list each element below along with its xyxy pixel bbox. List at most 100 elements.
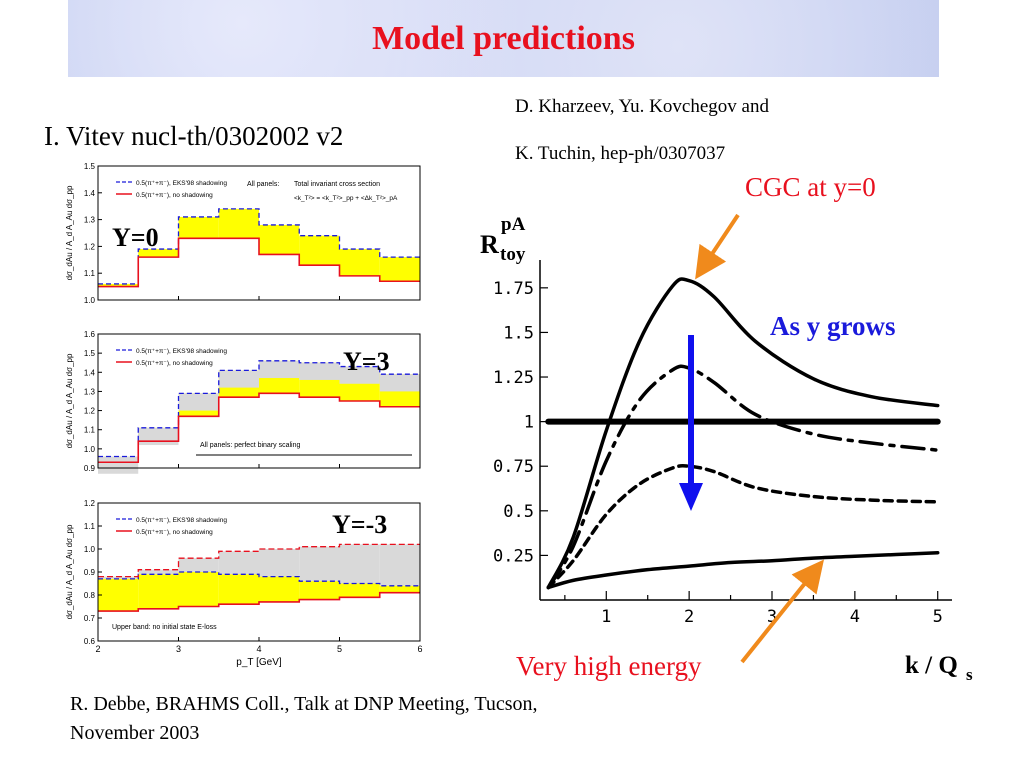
panel-annotation: All panels: perfect binary scaling bbox=[200, 442, 300, 449]
legend-label-no-shadowing: 0.5(π⁺+π⁻), no shadowing bbox=[136, 529, 213, 536]
y-tick-label: 1.0 bbox=[84, 545, 96, 554]
title-banner: Model predictions bbox=[68, 0, 939, 77]
band-bin bbox=[178, 216, 219, 239]
gray-band-bin bbox=[259, 360, 300, 379]
x-tick-label: 5 bbox=[933, 607, 943, 627]
gray-band-bin bbox=[178, 558, 219, 572]
band-bin bbox=[299, 581, 340, 600]
y-tick-label: 1.6 bbox=[84, 330, 96, 339]
chart-panel-middle: 0.9 1.0 1.1 1.2 1.3 1.4 1.5 1.6 dσ_dAu / A_d A_A… bbox=[65, 330, 421, 474]
band-bin bbox=[178, 572, 219, 607]
y-tick-label: 1.0 bbox=[84, 296, 96, 305]
gray-band-bin bbox=[218, 370, 259, 388]
y-tick-label: 1.4 bbox=[84, 189, 96, 198]
band-bin bbox=[138, 574, 179, 609]
panel-y-label: Y=3 bbox=[343, 347, 390, 376]
x-tick-label: 3 bbox=[767, 607, 777, 627]
series-eks98-line bbox=[98, 360, 420, 458]
series-eks98-line bbox=[98, 208, 420, 285]
gray-band-bin bbox=[138, 427, 179, 446]
series-no-shadowing-line bbox=[98, 237, 420, 288]
legend-label-eks98: 0.5(π⁺+π⁻), EKS'98 shadowing bbox=[136, 517, 227, 524]
right-reference-line1: D. Kharzeev, Yu. Kovchegov and bbox=[515, 96, 769, 117]
y-tick-label: 1.5 bbox=[503, 323, 534, 343]
y-tick-label: 1.0 bbox=[84, 445, 96, 454]
x-axis-label: p_T [GeV] bbox=[236, 657, 282, 668]
y-tick-label: 0.75 bbox=[493, 457, 534, 477]
y-tick-label: 1.25 bbox=[493, 368, 534, 388]
x-tick-label: 1 bbox=[601, 607, 611, 627]
y-axis-label: dσ_dAu / A_d A_Au dσ_pp bbox=[65, 524, 74, 619]
y-tick-label: 1.1 bbox=[84, 426, 96, 435]
band-bin bbox=[379, 585, 420, 593]
x-tick-label: 4 bbox=[256, 644, 261, 654]
gray-band-bin bbox=[339, 366, 380, 384]
band-bin bbox=[98, 283, 139, 287]
y-tick-label: 1.75 bbox=[493, 279, 534, 299]
chart-kkt-rpa: 0.25 0.5 0.75 1 1.25 1.5 1.75 1 2 3 4 5 RpA toy k / Q s bbox=[480, 213, 973, 684]
panel-annotation: <k_T²> = <k_T²>_pp + <Δk_T²>_pA bbox=[294, 195, 398, 202]
y-tick-label: 1.2 bbox=[84, 242, 96, 251]
footer-line1: R. Debbe, BRAHMS Coll., Talk at DNP Meet… bbox=[70, 693, 538, 715]
gray-band-bin bbox=[218, 551, 259, 575]
as-y-grows-arrow-head bbox=[679, 483, 703, 511]
band-bin bbox=[259, 576, 300, 602]
left-heading: I. Vitev nucl-th/0302002 v2 bbox=[44, 121, 344, 151]
gray-band-bin bbox=[339, 544, 380, 584]
y-tick-label: 0.25 bbox=[493, 546, 534, 566]
panel-y-label: Y=0 bbox=[112, 223, 159, 252]
x-tick-label: 4 bbox=[850, 607, 860, 627]
y-tick-label: 1.3 bbox=[84, 216, 96, 225]
legend-label-no-shadowing: 0.5(π⁺+π⁻), no shadowing bbox=[136, 192, 213, 199]
x-tick-label: 2 bbox=[95, 644, 100, 654]
band-bin bbox=[339, 249, 380, 276]
y-tick-label: 1 bbox=[524, 413, 534, 433]
panel-annotation: Total invariant cross section bbox=[294, 181, 380, 188]
band-bin bbox=[98, 578, 139, 612]
gray-band-bin bbox=[299, 362, 340, 380]
y-tick-label: 1.5 bbox=[84, 162, 96, 171]
series-upper-band-line bbox=[98, 543, 420, 578]
gray-band-bin bbox=[138, 569, 179, 575]
very-high-energy-arrow bbox=[740, 559, 824, 664]
series-no-shadowing-line bbox=[98, 392, 420, 464]
gray-band-bin bbox=[379, 544, 420, 586]
series-no-shadowing-line bbox=[98, 591, 420, 612]
legend-label-no-shadowing: 0.5(π⁺+π⁻), no shadowing bbox=[136, 360, 213, 367]
y-tick-label: 1.1 bbox=[84, 269, 96, 278]
x-tick-label: 3 bbox=[176, 644, 181, 654]
y-axis-label-sup: pA bbox=[501, 214, 526, 235]
slide-title: Model predictions bbox=[372, 19, 635, 57]
band-bin bbox=[339, 583, 380, 598]
y-tick-label: 0.6 bbox=[84, 637, 96, 646]
gray-band-bin bbox=[98, 456, 139, 474]
band-bin bbox=[259, 224, 300, 255]
y-tick-label: 0.9 bbox=[84, 568, 96, 577]
band-bin bbox=[379, 257, 420, 282]
y-tick-label: 1.4 bbox=[84, 368, 96, 377]
curve-solid-low bbox=[546, 550, 940, 590]
curve-dashed bbox=[546, 463, 940, 590]
band-bin bbox=[218, 574, 259, 605]
chart-panel-bottom: 0.6 0.7 0.8 0.9 1.0 1.1 1.2 2 3 4 5 6 p_T [GeV] dσ_dA… bbox=[65, 499, 423, 668]
band-bin bbox=[218, 208, 259, 239]
gray-band-bin bbox=[379, 374, 420, 392]
panel-annotation: All panels: bbox=[247, 181, 279, 188]
y-tick-label: 1.2 bbox=[84, 499, 96, 508]
y-tick-label: 1.5 bbox=[84, 349, 96, 358]
gray-band-bin bbox=[299, 546, 340, 582]
gray-band-bin bbox=[98, 576, 139, 579]
x-tick-label: 5 bbox=[337, 644, 342, 654]
y-tick-label: 1.2 bbox=[84, 407, 96, 416]
y-axis-label: dσ_dAu / A_d A_Au dσ_pp bbox=[65, 185, 74, 280]
series-eks98-line bbox=[98, 571, 420, 587]
callout-as-y-grows: As y grows bbox=[770, 311, 896, 341]
panel-annotation: Upper band: no initial state E-loss bbox=[112, 624, 217, 631]
chart-panel-top: 1.0 1.1 1.2 1.3 1.4 1.5 dσ_dAu / A_d A_Au dσ_p… bbox=[65, 162, 421, 305]
y-tick-label: 0.8 bbox=[84, 591, 96, 600]
y-tick-label: 1.1 bbox=[84, 522, 96, 531]
x-tick-label: 2 bbox=[684, 607, 694, 627]
band-bin bbox=[299, 235, 340, 266]
y-axis-label-sub: toy bbox=[500, 244, 526, 265]
legend-label-eks98: 0.5(π⁺+π⁻), EKS'98 shadowing bbox=[136, 348, 227, 355]
